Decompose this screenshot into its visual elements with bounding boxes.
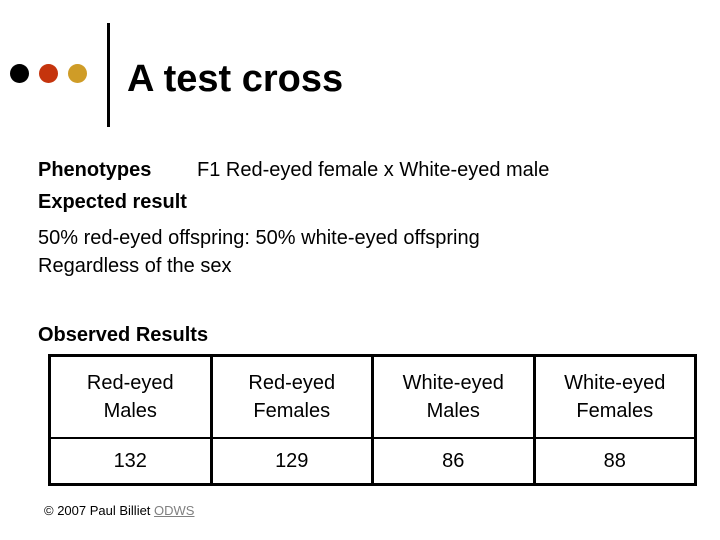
header-line: White-eyed (564, 372, 666, 394)
bullet-dot-gold-icon (68, 64, 87, 83)
value-white-eyed-males: 86 (371, 438, 536, 486)
header-line: Males (426, 400, 480, 422)
table-values-row: 132 129 86 88 (48, 438, 697, 486)
header-red-eyed-males: Red-eyed Males (48, 354, 213, 439)
footer-credit: © 2007 Paul Billiet ODWS (44, 503, 194, 518)
phenotypes-label: Phenotypes (38, 159, 152, 181)
header-line: Males (103, 400, 157, 422)
header-line: Females (576, 400, 654, 422)
header-white-eyed-females: White-eyed Females (532, 354, 697, 439)
header-white-eyed-males: White-eyed Males (371, 354, 536, 439)
phenotypes-line: Phenotypes F1 Red-eyed female x White-eye… (38, 159, 549, 182)
header-line: White-eyed (402, 372, 504, 394)
bullet-dot-black-icon (10, 64, 29, 83)
copyright-text: © 2007 Paul Billiet (44, 503, 155, 518)
value-red-eyed-males: 132 (48, 438, 213, 486)
expected-ratio-text: 50% red-eyed offspring: 50% white-eyed o… (38, 227, 480, 249)
slide-title: A test cross (127, 58, 344, 100)
observed-results-table: Red-eyed Males Red-eyed Females White-ey… (48, 354, 697, 486)
header-line: Red-eyed (86, 372, 174, 394)
header-line: Females (253, 400, 331, 422)
expected-regardless-text: Regardless of the sex (38, 255, 232, 277)
observed-results-heading: Observed Results (38, 324, 209, 346)
header-line: Red-eyed (248, 372, 336, 394)
phenotypes-value: F1 Red-eyed female x White-eyed male (197, 159, 550, 181)
odws-link[interactable]: ODWS (154, 503, 195, 518)
title-divider-line (107, 23, 110, 127)
header-red-eyed-females: Red-eyed Females (209, 354, 374, 439)
bullet-dot-red-icon (39, 64, 58, 83)
slide-bullet-decoration (10, 64, 87, 83)
table-header-row: Red-eyed Males Red-eyed Females White-ey… (48, 354, 697, 439)
value-red-eyed-females: 129 (209, 438, 374, 486)
expected-result-label: Expected result (38, 191, 187, 213)
value-white-eyed-females: 88 (532, 438, 697, 486)
